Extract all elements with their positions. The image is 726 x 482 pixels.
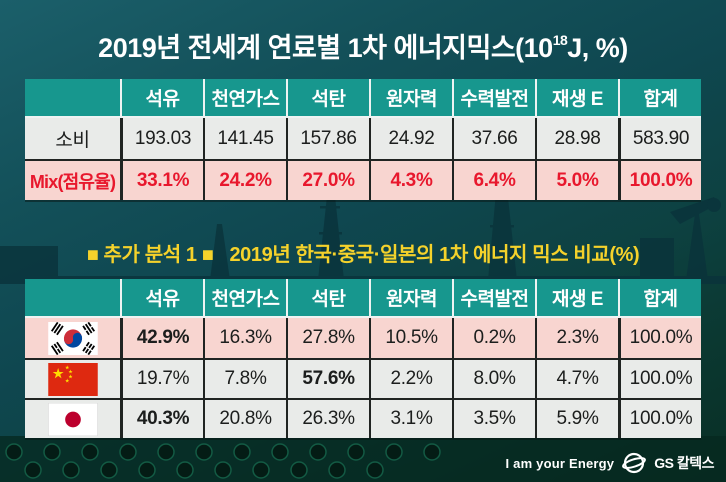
column-header: 원자력: [369, 279, 452, 316]
china-flag: [25, 360, 120, 398]
column-header: 석탄: [286, 79, 369, 116]
row-label: 소비: [55, 130, 90, 151]
column-header: 원자력: [369, 79, 452, 116]
title-suffix: J, %): [567, 33, 628, 63]
table-cell: 26.3%: [286, 400, 369, 438]
column-header: 석유: [120, 279, 203, 316]
column-header: 수력발전: [452, 279, 535, 316]
table-cell: 33.1%: [120, 161, 203, 200]
table-cell: 100.0%: [618, 400, 701, 438]
table-cell: 40.3%: [120, 400, 203, 438]
column-header: 석유: [120, 79, 203, 116]
table-row-mix-share: Mix(점유율) 33.1% 24.2% 27.0% 4.3% 6.4% 5.0…: [25, 159, 701, 200]
table-cell: 5.0%: [535, 161, 618, 200]
table-cell: 37.66: [452, 118, 535, 159]
column-header: 천연가스: [203, 79, 286, 116]
table-cell: 5.9%: [535, 400, 618, 438]
table-header-row: 석유 천연가스 석탄 원자력 수력발전 재생 E 합계: [25, 79, 701, 118]
table-cell: 2.3%: [535, 318, 618, 358]
table-row-consumption: 소비 193.03 141.45 157.86 24.92 37.66 28.9…: [25, 118, 701, 159]
gs-caltex-logo-icon: [622, 452, 647, 474]
column-header: 합계: [618, 279, 701, 316]
table-cell: 8.0%: [452, 360, 535, 398]
table-cell: 42.9%: [120, 318, 203, 358]
corner-cell: [25, 79, 120, 116]
title-superscript: 18: [552, 32, 568, 48]
table-cell: 193.03: [120, 118, 203, 159]
table-cell: 4.7%: [535, 360, 618, 398]
table-row-china: 19.7% 7.8% 57.6% 2.2% 8.0% 4.7% 100.0%: [25, 358, 701, 398]
brand-name: GS 칼텍스: [654, 455, 714, 471]
column-header: 재생 E: [535, 279, 618, 316]
footer: I am your Energy GS 칼텍스: [506, 451, 714, 475]
table-cell: 157.86: [286, 118, 369, 159]
table-cell: 27.8%: [286, 318, 369, 358]
table-cell: 20.8%: [203, 400, 286, 438]
south-korea-flag: [25, 318, 120, 358]
table-row-japan: 40.3% 20.8% 26.3% 3.1% 3.5% 5.9% 100.0%: [25, 398, 701, 438]
table-cell: 4.3%: [369, 161, 452, 200]
page-title: 2019년 전세계 연료별 1차 에너지믹스(1018J, %): [0, 26, 726, 65]
japan-flag: [25, 400, 120, 438]
table-cell: 2.2%: [369, 360, 452, 398]
table-cell: 7.8%: [203, 360, 286, 398]
table-cell: 19.7%: [120, 360, 203, 398]
column-header: 천연가스: [203, 279, 286, 316]
column-header: 수력발전: [452, 79, 535, 116]
brand-slogan: I am your Energy: [505, 455, 615, 471]
table-cell: 57.6%: [286, 360, 369, 398]
section-title: ■ 추가 분석 1 ■ 2019년 한국·중국·일본의 1차 에너지 믹스 비교(…: [0, 238, 726, 267]
table-cell: 16.3%: [203, 318, 286, 358]
title-text: 2019년 전세계 연료별 1차 에너지믹스(10: [98, 33, 553, 63]
country-mix-table: 석유 천연가스 석탄 원자력 수력발전 재생 E 합계: [25, 279, 701, 438]
corner-cell: [25, 279, 120, 316]
table-cell: 24.92: [369, 118, 452, 159]
table-cell: 3.1%: [369, 400, 452, 438]
section-marker: ■ 추가 분석 1 ■: [86, 244, 214, 266]
world-energy-table: 석유 천연가스 석탄 원자력 수력발전 재생 E 합계 소비 193.03 14…: [25, 79, 701, 200]
table-cell: 3.5%: [452, 400, 535, 438]
table-cell: 10.5%: [369, 318, 452, 358]
table-cell: 100.0%: [618, 360, 701, 398]
column-header: 재생 E: [535, 79, 618, 116]
table-cell: 0.2%: [452, 318, 535, 358]
table-cell: 27.0%: [286, 161, 369, 200]
section-title-text: 2019년 한국·중국·일본의 1차 에너지 믹스 비교(%): [229, 244, 640, 266]
table-cell: 141.45: [203, 118, 286, 159]
table-cell: 24.2%: [203, 161, 286, 200]
table-cell: 6.4%: [452, 161, 535, 200]
table-header-row: 석유 천연가스 석탄 원자력 수력발전 재생 E 합계: [25, 279, 701, 318]
table-row-south-korea: 42.9% 16.3% 27.8% 10.5% 0.2% 2.3% 100.0%: [25, 318, 701, 358]
column-header: 합계: [618, 79, 701, 116]
table-cell: 28.98: [535, 118, 618, 159]
table-cell: 583.90: [618, 118, 701, 159]
table-cell: 100.0%: [618, 318, 701, 358]
column-header: 석탄: [286, 279, 369, 316]
table-cell: 100.0%: [618, 161, 701, 200]
row-label: Mix(점유율): [29, 171, 116, 192]
